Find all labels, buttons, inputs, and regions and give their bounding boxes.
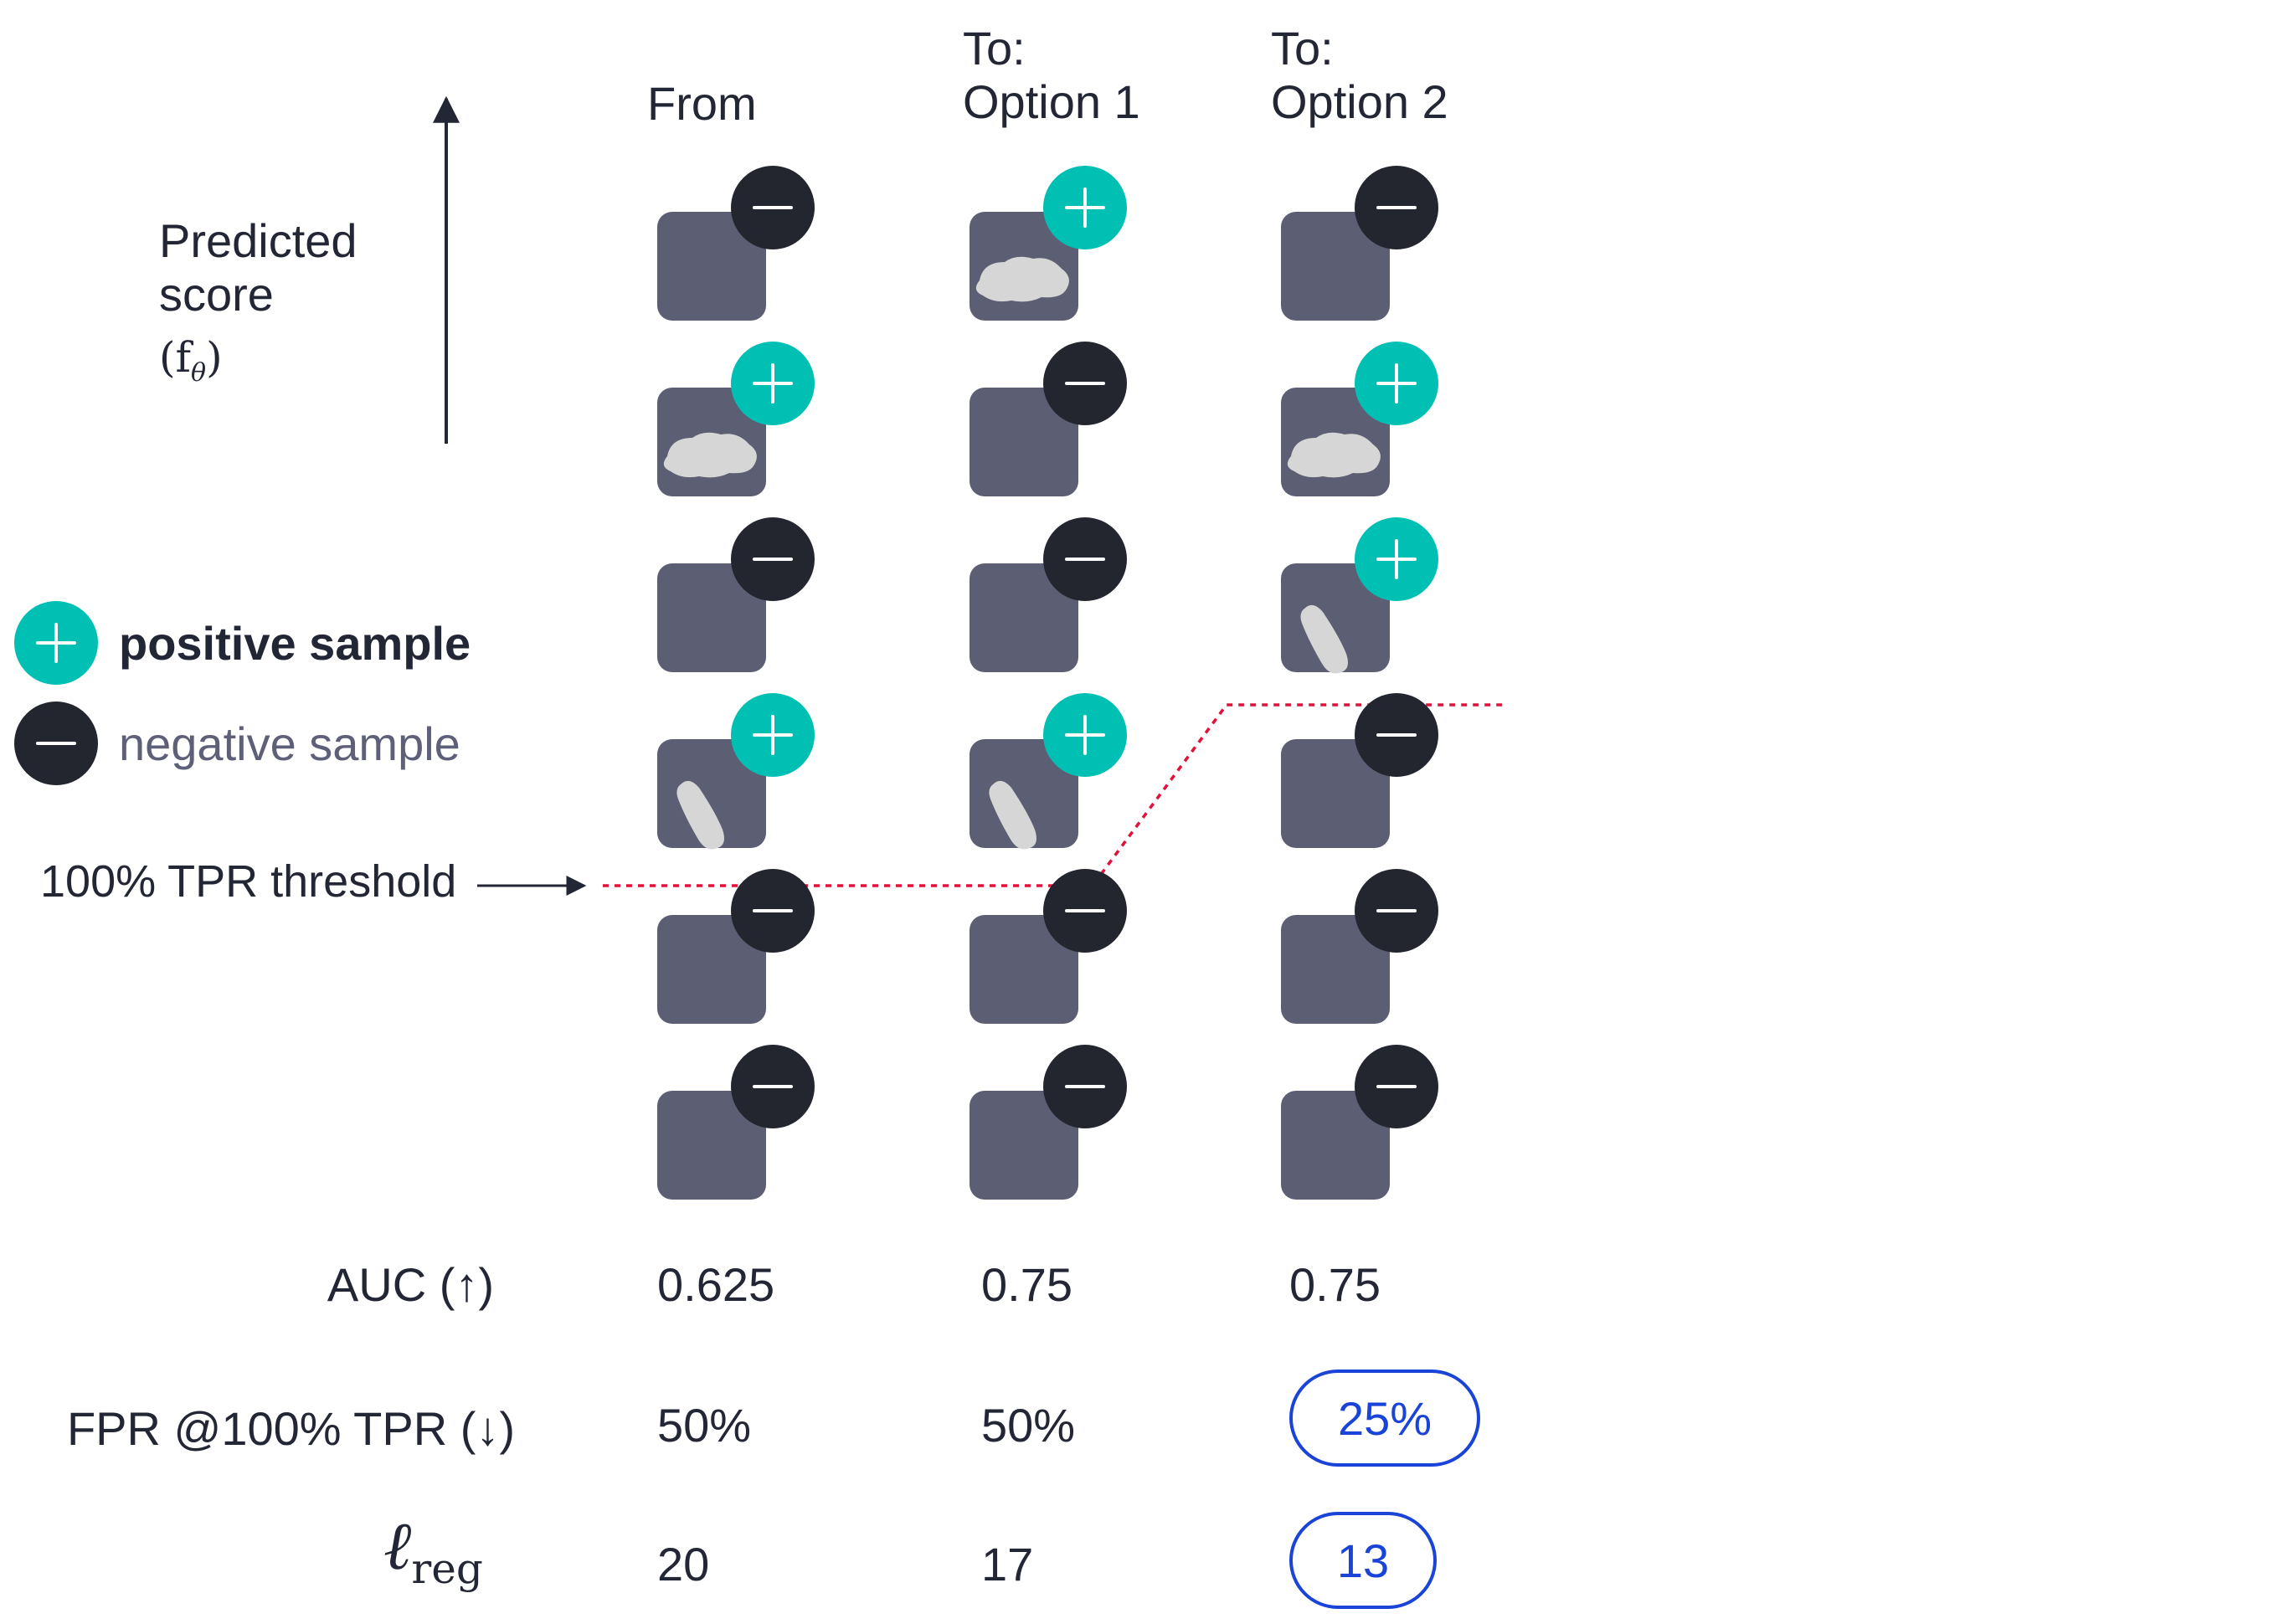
sample-image-blob [1300, 604, 1348, 674]
negative-sample-icon [731, 166, 815, 249]
sample-tile-option1-4 [970, 739, 1078, 850]
lreg-value-option-2-highlighted: 13 [1289, 1512, 1437, 1609]
fpr-value-option-2-highlighted: 25% [1289, 1370, 1480, 1467]
positive-sample-icon [1043, 166, 1127, 249]
sample-tile-option1-1 [970, 212, 1078, 321]
sample-image-blob [989, 780, 1036, 850]
legend-negative-icon [14, 702, 98, 785]
negative-sample-icon [1355, 166, 1438, 249]
threshold-label: 100% TPR threshold [40, 856, 457, 907]
sample-tile-option1-3 [970, 563, 1078, 672]
positive-sample-icon [1043, 693, 1127, 777]
sample-tile-option1-2 [970, 388, 1078, 496]
sample-tile-option2-6 [1281, 1091, 1390, 1200]
positive-sample-icon [1355, 342, 1438, 425]
positive-sample-icon [731, 342, 815, 425]
positive-sample-icon [731, 693, 815, 777]
sample-tile-from-1 [657, 212, 766, 321]
auc-value-option-1: 0.75 [981, 1258, 1072, 1311]
auc-row-label: AUC (↑) [327, 1258, 494, 1311]
fpr-value-option-1: 50% [981, 1399, 1076, 1452]
sample-tile-from-5 [657, 915, 766, 1024]
sample-tile-option2-2 [1281, 388, 1390, 496]
axis-label: Predicted score [159, 214, 357, 321]
sample-tile-from-3 [657, 563, 766, 672]
tpr-threshold-line [603, 703, 1507, 887]
sample-tile-from-2 [657, 388, 766, 496]
column-header-from: From [647, 77, 757, 130]
sample-tile-option1-5 [970, 915, 1078, 1024]
auc-value-option-2: 0.75 [1289, 1258, 1381, 1311]
sample-image-blob [1287, 432, 1381, 478]
sample-tile-option2-4 [1281, 739, 1390, 848]
sample-tile-from-4 [657, 739, 766, 850]
negative-sample-icon [1355, 1045, 1438, 1128]
lreg-value-from: 20 [657, 1538, 710, 1591]
sample-grid [657, 166, 1438, 1200]
negative-sample-icon [1043, 342, 1127, 425]
sample-image-blob [663, 432, 757, 478]
auc-value-from: 0.625 [657, 1258, 775, 1311]
sample-image-blob [676, 780, 724, 850]
sample-tile-option1-6 [970, 1091, 1078, 1200]
fpr-row-label: FPR @100% TPR (↓) [66, 1402, 515, 1455]
legend-positive-label: positive sample [119, 617, 471, 670]
column-header-option-1: To: Option 1 [963, 22, 1140, 128]
sample-tile-option2-1 [1281, 212, 1390, 321]
sample-tile-option2-3 [1281, 563, 1390, 674]
lreg-value-option-1: 17 [981, 1538, 1034, 1591]
sample-tile-from-6 [657, 1091, 766, 1200]
negative-sample-icon [1355, 869, 1438, 953]
legend-negative-label: negative sample [119, 717, 460, 770]
negative-sample-icon [1043, 869, 1127, 953]
score-function-symbol: (fθ) [159, 333, 223, 388]
sample-tile-option2-5 [1281, 915, 1390, 1024]
negative-sample-icon [1043, 517, 1127, 601]
negative-sample-icon [731, 869, 815, 953]
positive-sample-icon [1355, 517, 1438, 601]
legend-badges [14, 601, 98, 785]
negative-sample-icon [1043, 1045, 1127, 1128]
legend-positive-icon [14, 601, 98, 685]
column-header-option-2: To: Option 2 [1271, 22, 1448, 128]
negative-sample-icon [731, 1045, 815, 1128]
negative-sample-icon [731, 517, 815, 601]
regularization-loss-label: ℓreg [383, 1507, 483, 1593]
fpr-value-from: 50% [657, 1399, 752, 1452]
sample-image-blob [975, 256, 1069, 302]
negative-sample-icon [1355, 693, 1438, 777]
